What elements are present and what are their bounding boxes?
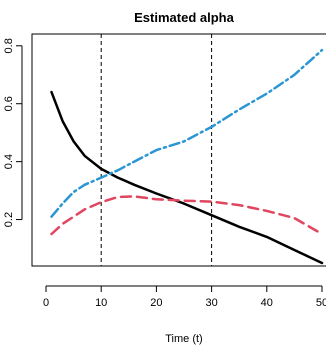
x-tick-label: 0 — [43, 297, 49, 309]
y-tick-label: 0.6 — [3, 96, 15, 111]
reference-lines — [100, 34, 213, 266]
series-layer — [50, 48, 324, 265]
chart-title: Estimated alpha — [134, 10, 234, 25]
plot-frame — [31, 33, 326, 267]
x-tick-label: 20 — [150, 297, 162, 309]
y-tick-label: 0.8 — [3, 38, 15, 53]
x-axis-label: Time (t) — [165, 333, 202, 345]
x-axis: 0 10 20 30 40 50 — [43, 285, 326, 309]
x-tick-label: 50 — [316, 297, 326, 309]
series-line-2 — [50, 48, 324, 218]
y-tick-label: 0.2 — [3, 212, 15, 227]
x-tick-label: 40 — [261, 297, 273, 309]
series-line-0 — [50, 90, 324, 265]
y-axis: 0.2 0.4 0.6 0.8 — [3, 38, 23, 227]
series-line-1 — [50, 195, 324, 236]
y-tick-label: 0.4 — [3, 154, 15, 169]
x-tick-label: 30 — [205, 297, 217, 309]
x-tick-label: 10 — [95, 297, 107, 309]
